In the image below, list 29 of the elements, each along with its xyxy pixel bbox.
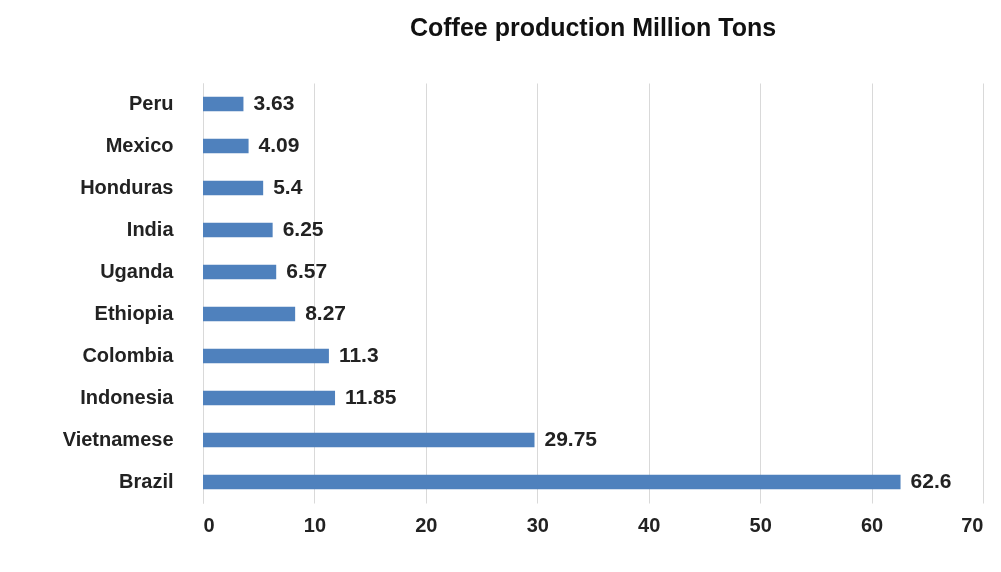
- x-tick-label: 60: [860, 513, 884, 536]
- data-label: 11.85: [345, 385, 397, 408]
- data-label: 62.6: [910, 469, 952, 492]
- data-label: 5.4: [273, 175, 303, 198]
- data-label: 11.3: [338, 343, 379, 366]
- y-tick-label: Vietnamese: [62, 428, 174, 450]
- x-tick-label: 0: [203, 513, 215, 536]
- y-tick-label: Brazil: [119, 470, 174, 492]
- data-label: 3.63: [253, 91, 295, 114]
- y-tick-label: Uganda: [100, 260, 175, 282]
- chart-title: Coffee production Million Tons: [409, 13, 777, 41]
- x-tick-label: 50: [749, 513, 772, 536]
- x-tick-label: 40: [638, 513, 661, 536]
- y-tick-label: Mexico: [105, 134, 174, 156]
- y-tick-label: Colombia: [82, 344, 175, 366]
- y-tick-label: Peru: [129, 92, 174, 114]
- x-tick-label: 20: [415, 513, 438, 536]
- data-label: 6.57: [286, 259, 328, 282]
- x-tick-label: 70: [961, 513, 984, 536]
- y-tick-label: Honduras: [80, 176, 174, 198]
- y-tick-label: India: [126, 218, 175, 240]
- x-tick-label: 10: [303, 513, 327, 536]
- data-label: 8.27: [305, 301, 347, 324]
- y-tick-label: Indonesia: [80, 386, 175, 408]
- data-label: 4.09: [258, 133, 300, 156]
- x-tick-label: 30: [526, 513, 549, 536]
- y-tick-label: Ethiopia: [94, 302, 175, 324]
- data-label: 29.75: [544, 427, 598, 450]
- data-label: 6.25: [282, 217, 324, 240]
